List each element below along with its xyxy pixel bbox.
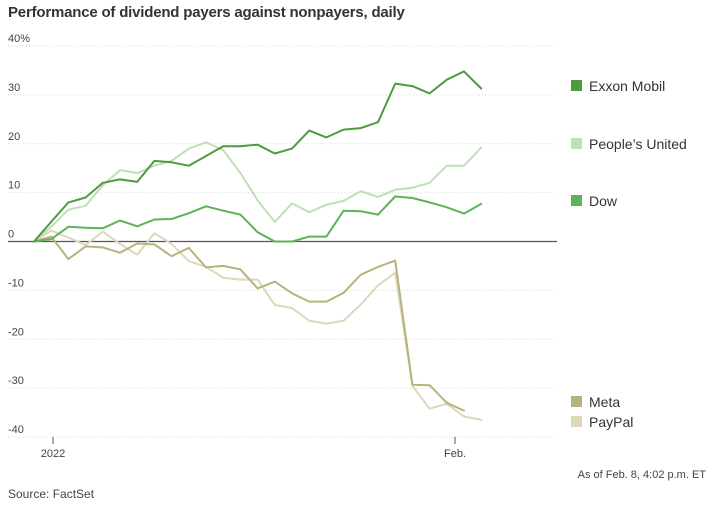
series-lines [33, 70, 483, 421]
series-line-meta [33, 235, 465, 412]
legend-label: People’s United [589, 136, 687, 152]
series-line-dow [33, 195, 483, 243]
y-tick-label: -10 [8, 277, 24, 289]
y-tick-label: -30 [8, 375, 24, 387]
y-tick-label: 40% [8, 33, 30, 45]
legend: Exxon Mobil People’s United Dow Meta PayPal [571, 78, 687, 430]
source-note: Source: FactSet [8, 487, 95, 501]
x-tick-label: Feb. [444, 448, 466, 460]
legend-swatch [571, 138, 582, 149]
series-line-people-s-united [33, 141, 483, 243]
y-tick-label: -20 [8, 326, 24, 338]
x-tick-label: 2022 [41, 448, 65, 460]
legend-label: PayPal [589, 414, 633, 430]
series-line-exxon-mobil [33, 70, 483, 243]
legend-swatch [571, 195, 582, 206]
legend-swatch [571, 396, 582, 407]
legend-label: Meta [589, 394, 620, 410]
y-tick-label: 0 [8, 229, 14, 241]
chart-title: Performance of dividend payers against n… [8, 4, 405, 21]
x-axis: 2022 Feb. [8, 240, 557, 460]
legend-label: Dow [589, 193, 618, 209]
legend-label: Exxon Mobil [589, 78, 665, 94]
series-line-paypal [33, 229, 483, 421]
legend-swatch [571, 80, 582, 91]
y-tick-label: 20 [8, 131, 20, 143]
y-tick-label: 10 [8, 180, 20, 192]
y-axis-ticks: 40% 30 20 10 0 -10 -20 -30 -40 [8, 33, 30, 436]
y-tick-label: -40 [8, 424, 24, 436]
legend-swatch [571, 416, 582, 427]
timestamp-note: As of Feb. 8, 4:02 p.m. ET [577, 469, 706, 481]
y-tick-label: 30 [8, 82, 20, 94]
